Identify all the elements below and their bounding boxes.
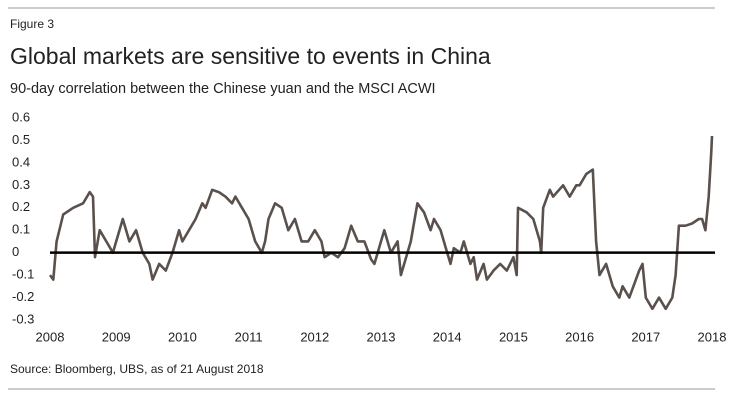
- y-tick-label: 0.3: [12, 177, 30, 192]
- x-tick-label: 2018: [698, 329, 727, 344]
- x-tick-label: 2011: [235, 329, 263, 344]
- y-tick-label: -0.3: [12, 311, 34, 326]
- y-tick-label: 0.4: [12, 154, 30, 169]
- x-tick-label: 2010: [168, 329, 197, 344]
- y-tick-label: 0.5: [12, 132, 30, 147]
- y-tick-label: -0.1: [12, 267, 34, 282]
- x-tick-label: 2015: [499, 329, 528, 344]
- y-tick-label: -0.2: [12, 289, 34, 304]
- x-tick-label: 2013: [367, 329, 396, 344]
- y-tick-label: 0.1: [12, 222, 30, 237]
- chart-title: Global markets are sensitive to events i…: [10, 43, 491, 69]
- x-tick-label: 2017: [631, 329, 660, 344]
- figure-label: Figure 3: [10, 17, 54, 31]
- y-tick-label: 0.6: [12, 109, 30, 124]
- x-tick-label: 2008: [36, 329, 65, 344]
- x-tick-label: 2009: [102, 329, 131, 344]
- source-note: Source: Bloomberg, UBS, as of 21 August …: [10, 362, 264, 376]
- x-tick-label: 2012: [300, 329, 329, 344]
- data-line: [48, 135, 714, 311]
- y-tick-label: 0: [12, 244, 19, 259]
- x-tick-label: 2016: [565, 329, 594, 344]
- y-tick-label: 0.2: [12, 199, 30, 214]
- x-tick-label: 2014: [433, 329, 462, 344]
- chart-subtitle: 90-day correlation between the Chinese y…: [10, 81, 436, 97]
